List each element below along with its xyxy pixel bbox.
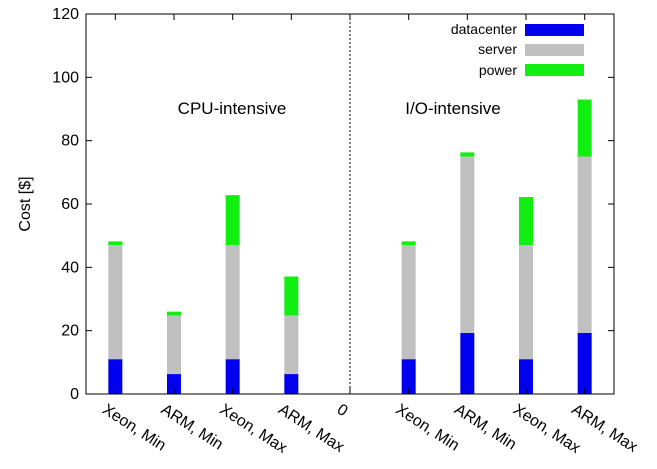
legend-label-server: server — [478, 41, 517, 57]
y-tick-label: 0 — [70, 386, 79, 403]
bar-segment-server — [284, 315, 299, 375]
bar-segment-datacenter — [460, 332, 475, 394]
legend-swatch-server — [525, 44, 584, 56]
legend-label-power: power — [479, 62, 517, 78]
x-tick-label: Xeon, Min — [99, 401, 169, 454]
annotation-cpu-intensive: CPU-intensive — [178, 99, 287, 118]
bar-segment-power — [225, 195, 240, 246]
bar-segment-server — [225, 245, 240, 360]
bar-segment-server — [401, 245, 416, 360]
bar-segment-datacenter — [577, 332, 592, 394]
legend: datacenter server power — [451, 21, 584, 78]
y-tick-label: 60 — [61, 196, 79, 213]
y-tick-label: 100 — [52, 69, 79, 86]
x-tick-label: ARM, Min — [158, 401, 226, 454]
bar-segment-server — [108, 245, 123, 360]
y-tick-label: 20 — [61, 323, 79, 340]
bar-segment-power — [167, 311, 181, 316]
y-tick-label: 80 — [61, 133, 79, 150]
legend-swatch-power — [525, 64, 584, 76]
bar-segment-power — [284, 276, 299, 316]
y-tick-label: 40 — [61, 259, 79, 276]
annotation-io-intensive: I/O-intensive — [405, 99, 500, 118]
bar-segment-datacenter — [225, 359, 240, 394]
y-tick-label: 120 — [52, 6, 79, 23]
bar-segment-server — [577, 156, 592, 333]
bar-segment-server — [167, 315, 181, 375]
bar-segment-power — [519, 197, 533, 246]
bar-segment-datacenter — [519, 359, 533, 394]
y-axis-label: Cost [$] — [17, 176, 34, 231]
bar-segment-power — [460, 152, 475, 157]
bar-segment-datacenter — [108, 359, 123, 394]
bar-segment-datacenter — [284, 374, 299, 394]
legend-swatch-datacenter — [525, 24, 584, 36]
bar-segment-datacenter — [401, 359, 416, 394]
bar-segment-power — [401, 241, 416, 246]
bar-segment-server — [460, 156, 475, 333]
legend-label-datacenter: datacenter — [451, 21, 517, 37]
y-axis-ticks: 0 20 40 60 80 100 120 — [52, 6, 614, 403]
bar-segment-power — [577, 99, 592, 157]
x-tick-label: 0 — [334, 401, 351, 420]
bar-segment-power — [108, 241, 123, 246]
bars — [108, 99, 592, 394]
bar-segment-datacenter — [167, 374, 181, 394]
x-tick-label: Xeon, Min — [392, 401, 462, 454]
bar-segment-server — [519, 245, 533, 360]
x-tick-label: ARM, Min — [451, 401, 519, 454]
